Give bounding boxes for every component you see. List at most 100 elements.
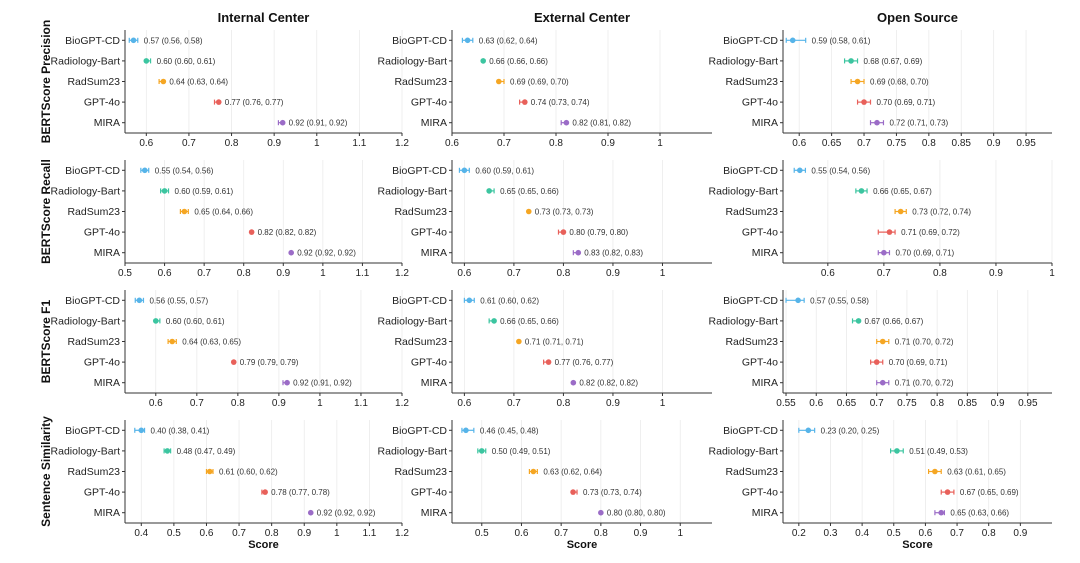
category-label-biogpt-cd: BioGPT-CD xyxy=(65,425,120,437)
data-label-biogpt-cd: 0.63 (0.62, 0.64) xyxy=(479,36,538,45)
data-label-radiology-bart: 0.60 (0.60, 0.61) xyxy=(157,57,216,66)
point-radiology-bart-bertscore-f1-open-source xyxy=(855,318,862,324)
data-label-gpt-4o: 0.74 (0.73, 0.74) xyxy=(531,98,590,107)
data-label-radiology-bart: 0.66 (0.65, 0.66) xyxy=(500,317,559,326)
category-label-radsum23: RadSum23 xyxy=(394,466,447,478)
data-label-biogpt-cd: 0.56 (0.55, 0.57) xyxy=(149,296,208,305)
point-biogpt-cd-bertscore-f1-internal-center xyxy=(136,297,143,304)
point-radiology-bart-sentence-similarity-external-center xyxy=(478,448,485,454)
category-label-mira: MIRA xyxy=(752,247,778,259)
data-label-radiology-bart: 0.67 (0.66, 0.67) xyxy=(865,317,924,326)
x-tick-label: 0.6 xyxy=(158,268,172,279)
data-label-radsum23: 0.64 (0.63, 0.65) xyxy=(182,338,241,347)
x-tick-label: 0.8 xyxy=(265,528,279,539)
category-label-gpt-4o: GPT-4o xyxy=(411,227,447,239)
data-label-radiology-bart: 0.50 (0.49, 0.51) xyxy=(492,447,551,456)
x-tick-label: 1 xyxy=(1049,268,1055,279)
data-label-radsum23: 0.73 (0.72, 0.74) xyxy=(912,208,971,217)
category-label-radsum23: RadSum23 xyxy=(725,336,778,348)
row-title-bertscore-precision: BERTScore Precision xyxy=(39,20,53,143)
category-label-radsum23: RadSum23 xyxy=(725,76,778,88)
x-tick-label: 0.75 xyxy=(897,398,917,409)
x-tick-label: 0.7 xyxy=(507,398,521,409)
point-gpt-4o-bertscore-precision-internal-center xyxy=(215,99,222,105)
x-tick-label: 0.6 xyxy=(139,138,153,149)
data-label-gpt-4o: 0.77 (0.76, 0.77) xyxy=(555,358,614,367)
data-label-gpt-4o: 0.67 (0.65, 0.69) xyxy=(960,488,1019,497)
point-radsum23-bertscore-f1-open-source xyxy=(879,338,886,345)
category-label-radiology-bart: Radiology-Bart xyxy=(51,445,121,457)
point-gpt-4o-bertscore-f1-internal-center xyxy=(230,359,237,365)
point-mira-bertscore-f1-open-source xyxy=(879,379,886,386)
x-tick-label: 0.55 xyxy=(776,398,796,409)
x-tick-label: 0.9 xyxy=(276,268,290,279)
category-label-biogpt-cd: BioGPT-CD xyxy=(65,165,120,177)
x-tick-label: 1.1 xyxy=(354,398,368,409)
point-mira-bertscore-f1-internal-center xyxy=(284,379,290,386)
category-label-gpt-4o: GPT-4o xyxy=(84,487,120,499)
category-label-radiology-bart: Radiology-Bart xyxy=(709,185,779,197)
data-label-biogpt-cd: 0.57 (0.55, 0.58) xyxy=(810,296,869,305)
row-title-bertscore-f1: BERTScore F1 xyxy=(39,299,53,383)
data-label-gpt-4o: 0.78 (0.77, 0.78) xyxy=(271,488,330,497)
x-tick-label: 0.5 xyxy=(118,268,132,279)
x-tick-label: 0.9 xyxy=(267,138,281,149)
x-tick-label: 0.7 xyxy=(507,268,521,279)
x-tick-label: 0.8 xyxy=(549,138,563,149)
point-radiology-bart-bertscore-precision-internal-center xyxy=(143,58,150,64)
point-radiology-bart-bertscore-recall-open-source xyxy=(858,188,865,194)
x-tick-label: 0.6 xyxy=(821,268,835,279)
point-biogpt-cd-bertscore-recall-external-center xyxy=(461,167,468,174)
data-label-mira: 0.71 (0.70, 0.72) xyxy=(895,379,954,388)
point-biogpt-cd-bertscore-precision-external-center xyxy=(464,37,471,44)
x-tick-label: 0.9 xyxy=(606,268,620,279)
x-tick-label: 1 xyxy=(660,398,666,409)
x-tick-label: 1.1 xyxy=(355,268,369,279)
x-tick-label: 0.9 xyxy=(991,398,1005,409)
x-tick-label: 0.9 xyxy=(1013,528,1027,539)
data-label-radiology-bart: 0.48 (0.47, 0.49) xyxy=(177,447,236,456)
data-label-biogpt-cd: 0.23 (0.20, 0.25) xyxy=(821,426,880,435)
point-radsum23-bertscore-recall-internal-center xyxy=(181,208,188,215)
point-mira-bertscore-precision-external-center xyxy=(563,119,570,126)
point-gpt-4o-bertscore-recall-external-center xyxy=(560,229,567,235)
category-label-radsum23: RadSum23 xyxy=(67,206,120,218)
x-tick-label: 0.65 xyxy=(837,398,857,409)
x-tick-label: 0.6 xyxy=(809,398,823,409)
x-tick-label: 1 xyxy=(317,398,323,409)
point-gpt-4o-bertscore-f1-open-source xyxy=(873,359,880,365)
data-label-mira: 0.82 (0.81, 0.82) xyxy=(572,119,631,128)
data-label-radsum23: 0.69 (0.69, 0.70) xyxy=(510,78,569,87)
x-tick-label: 0.5 xyxy=(167,528,181,539)
column-title-internal-center: Internal Center xyxy=(218,10,310,25)
data-label-biogpt-cd: 0.46 (0.45, 0.48) xyxy=(480,426,539,435)
x-tick-label: 0.9 xyxy=(987,138,1001,149)
category-label-gpt-4o: GPT-4o xyxy=(742,227,778,239)
x-tick-label: 0.95 xyxy=(1016,138,1036,149)
data-label-gpt-4o: 0.73 (0.73, 0.74) xyxy=(583,488,642,497)
x-axis-label: Score xyxy=(902,539,933,551)
x-tick-label: 0.75 xyxy=(887,138,907,149)
x-tick-label: 0.9 xyxy=(297,528,311,539)
x-tick-label: 0.7 xyxy=(197,268,211,279)
category-label-mira: MIRA xyxy=(421,507,447,519)
x-tick-label: 0.2 xyxy=(792,528,806,539)
x-tick-label: 0.4 xyxy=(855,528,869,539)
x-tick-label: 1.2 xyxy=(395,268,409,279)
x-tick-label: 0.8 xyxy=(231,398,245,409)
point-gpt-4o-sentence-similarity-open-source xyxy=(944,489,951,495)
data-label-radsum23: 0.63 (0.61, 0.65) xyxy=(947,468,1006,477)
category-label-gpt-4o: GPT-4o xyxy=(742,97,778,109)
point-biogpt-cd-bertscore-precision-open-source xyxy=(789,37,796,44)
x-tick-label: 0.8 xyxy=(594,528,608,539)
x-tick-label: 0.6 xyxy=(149,398,163,409)
category-label-gpt-4o: GPT-4o xyxy=(84,227,120,239)
point-radiology-bart-bertscore-recall-external-center xyxy=(486,188,492,194)
category-label-biogpt-cd: BioGPT-CD xyxy=(392,165,447,177)
point-radiology-bart-sentence-similarity-internal-center xyxy=(164,448,171,454)
data-label-biogpt-cd: 0.59 (0.58, 0.61) xyxy=(812,36,871,45)
category-label-radsum23: RadSum23 xyxy=(67,336,120,348)
category-label-biogpt-cd: BioGPT-CD xyxy=(723,35,778,47)
point-mira-bertscore-precision-open-source xyxy=(874,119,880,126)
category-label-mira: MIRA xyxy=(752,507,778,519)
